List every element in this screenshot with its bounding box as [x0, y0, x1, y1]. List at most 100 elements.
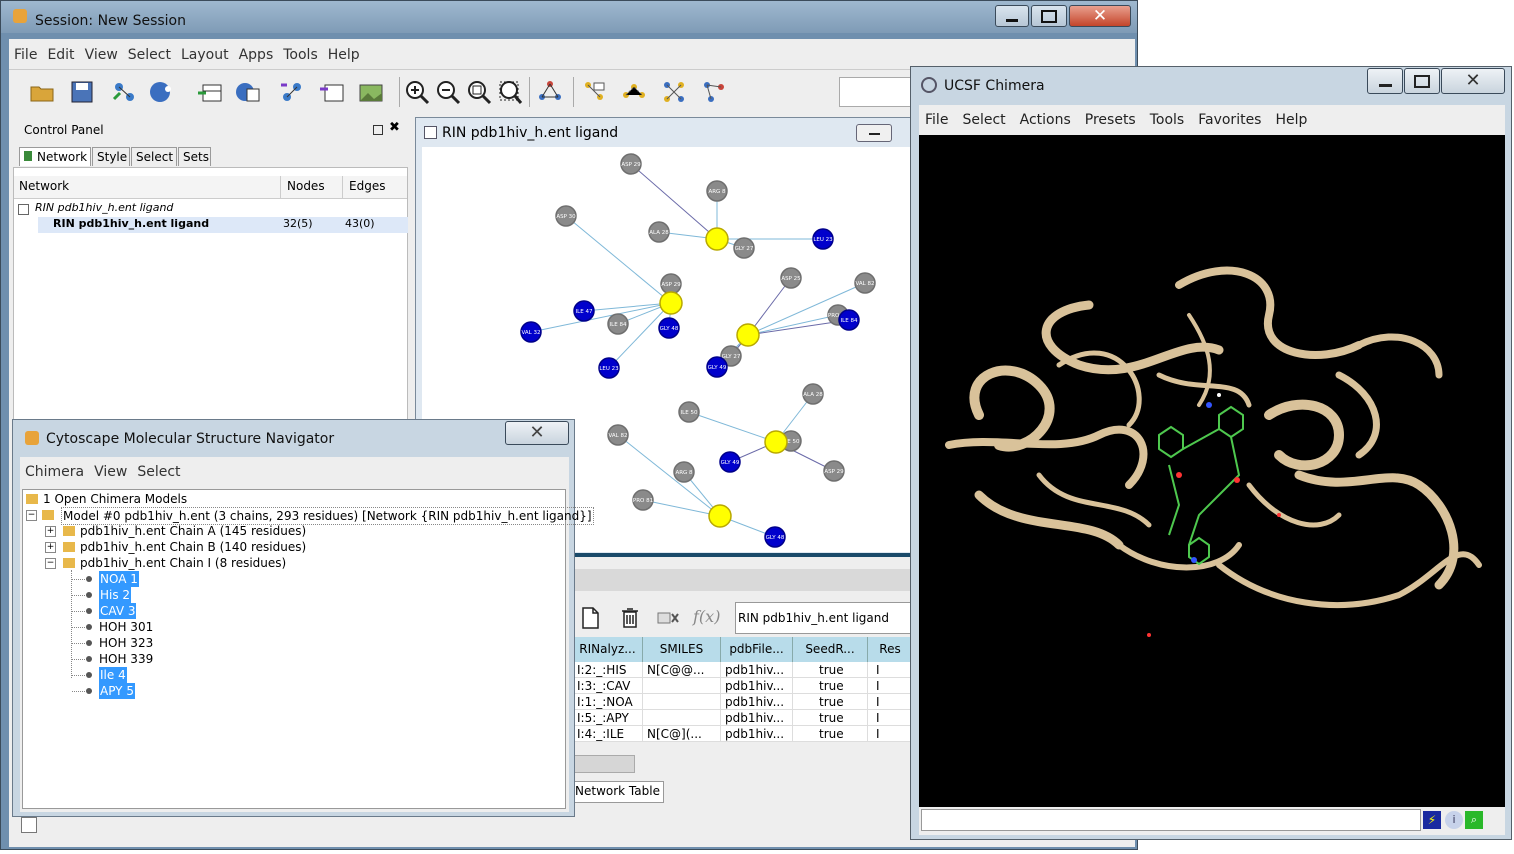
table-row[interactable]: I:4:_:ILE N[C@](... pdb1hiv... true I: [573, 726, 913, 742]
network-node-gray[interactable]: ARG 8: [706, 180, 728, 202]
tree-residue[interactable]: HOH 339: [99, 652, 154, 666]
export-table-icon[interactable]: [319, 79, 345, 105]
network-layout-icon[interactable]: [537, 79, 563, 105]
parent-network-label[interactable]: RIN pdb1hiv_h.ent ligand: [35, 201, 174, 214]
import-table-web-icon[interactable]: [235, 79, 261, 105]
tree-root[interactable]: 1 Open Chimera Models: [43, 492, 188, 506]
network-node-gray[interactable]: PRO 81: [632, 489, 654, 511]
menu-file[interactable]: File: [925, 112, 949, 128]
menu-actions[interactable]: Actions: [1019, 112, 1071, 128]
menu-tools[interactable]: Tools: [1149, 112, 1185, 128]
menu-apps[interactable]: Apps: [238, 47, 274, 63]
import-table-icon[interactable]: [197, 79, 223, 105]
network-node-circle[interactable]: [802, 383, 824, 405]
network-node-circle[interactable]: [658, 317, 680, 339]
delete-column-icon[interactable]: [657, 610, 681, 626]
menu-help[interactable]: Help: [327, 47, 360, 63]
table-row[interactable]: I:3:_:CAV pdb1hiv... true I: [573, 678, 913, 694]
lightning-icon[interactable]: ⚡: [1423, 811, 1441, 829]
network-node-circle[interactable]: [706, 356, 728, 378]
network-node-circle[interactable]: [520, 321, 542, 343]
chimera-command-line[interactable]: [921, 809, 1421, 831]
network-edge[interactable]: [530, 302, 672, 333]
network-node-gray[interactable]: ALA 28: [802, 383, 824, 405]
menu-tools[interactable]: Tools: [283, 47, 318, 63]
zoom-out-icon[interactable]: [435, 79, 461, 105]
table-header-rinalyzer[interactable]: RINalyz...: [573, 637, 643, 662]
menu-view[interactable]: View: [84, 47, 118, 63]
trash-icon[interactable]: [619, 606, 641, 630]
network-node-circle[interactable]: [736, 323, 760, 347]
network-node-circle[interactable]: [764, 430, 788, 454]
network-node-circle[interactable]: [733, 237, 755, 259]
tab-network[interactable]: Network: [19, 147, 91, 166]
expand-icon[interactable]: +: [45, 542, 56, 553]
collapse-icon[interactable]: −: [45, 558, 56, 569]
tab-sets[interactable]: Sets: [178, 147, 211, 166]
tab-style[interactable]: Style: [92, 147, 130, 166]
chimera-maximize-button[interactable]: [1404, 68, 1440, 94]
network-node-circle[interactable]: [607, 313, 629, 335]
network-node-gray[interactable]: ARG 8: [673, 461, 695, 483]
network-node-circle[interactable]: [632, 489, 654, 511]
network-node-yellow[interactable]: [705, 227, 729, 251]
child-network-row[interactable]: RIN pdb1hiv_h.ent ligand 32(5) 43(0): [38, 217, 408, 233]
hide-selected-icon[interactable]: [621, 79, 647, 105]
network-node-circle[interactable]: [607, 424, 629, 446]
tree-chain-i[interactable]: pdb1hiv_h.ent Chain I (8 residues): [80, 556, 287, 570]
network-node-circle[interactable]: [764, 526, 786, 548]
network-node-gray[interactable]: ALA 28: [648, 221, 670, 243]
network-node-gray[interactable]: ILE 84: [607, 313, 629, 335]
network-node-circle[interactable]: [854, 272, 876, 294]
network-node-circle[interactable]: [720, 345, 742, 367]
network-node-blue[interactable]: GLY 49: [719, 451, 741, 473]
search-box[interactable]: [839, 77, 919, 107]
menu-favorites[interactable]: Favorites: [1198, 112, 1262, 128]
float-panel-icon[interactable]: [373, 125, 383, 135]
tree-residue[interactable]: Ile 4: [99, 667, 127, 683]
network-node-gray[interactable]: ASP 29: [620, 153, 642, 175]
tree-chain-b[interactable]: pdb1hiv_h.ent Chain B (140 residues): [80, 540, 307, 554]
zoom-in-icon[interactable]: [404, 79, 430, 105]
cytoscape-titlebar[interactable]: Session: New Session ✕: [1, 1, 1137, 33]
network-node-gray[interactable]: VAL 82: [607, 424, 629, 446]
tree-residue[interactable]: CAV 3: [99, 603, 137, 619]
network-node-yellow[interactable]: [708, 504, 732, 528]
network-node-blue[interactable]: VAL 32: [520, 321, 542, 343]
minimize-button[interactable]: [995, 5, 1029, 27]
network-node-blue[interactable]: GLY 48: [764, 526, 786, 548]
table-row[interactable]: I:2:_:HIS N[C@@... pdb1hiv... true I: [573, 662, 913, 678]
tree-residue[interactable]: His 2: [99, 587, 132, 603]
export-image-icon[interactable]: [357, 79, 383, 105]
save-icon[interactable]: [69, 79, 95, 105]
network-node-blue[interactable]: ILE 47: [573, 300, 595, 322]
col-network[interactable]: Network: [19, 179, 70, 193]
tree-chain-a[interactable]: pdb1hiv_h.ent Chain A (145 residues): [80, 524, 307, 538]
network-node-gray[interactable]: GLY 27: [720, 345, 742, 367]
network-edge[interactable]: [747, 282, 866, 336]
network-node-circle[interactable]: [555, 205, 577, 227]
network-edge[interactable]: [583, 302, 672, 312]
menu-edit[interactable]: Edit: [47, 47, 75, 63]
network-edge[interactable]: [608, 302, 672, 369]
zoom-fit-icon[interactable]: [466, 79, 492, 105]
network-edge[interactable]: [617, 434, 721, 517]
network-node-circle[interactable]: [673, 461, 695, 483]
chimera-close-button[interactable]: ✕: [1441, 68, 1505, 94]
molecule-viewport[interactable]: [919, 135, 1505, 807]
table-header-res[interactable]: Res: [868, 637, 913, 662]
menu-file[interactable]: File: [14, 47, 38, 63]
close-panel-icon[interactable]: ✖: [389, 120, 400, 135]
network-node-circle[interactable]: [838, 309, 860, 331]
expand-icon[interactable]: +: [45, 526, 56, 537]
chimera-minimize-button[interactable]: [1367, 68, 1403, 94]
show-all-icon[interactable]: [661, 79, 687, 105]
network-node-circle[interactable]: [620, 153, 642, 175]
network-node-circle[interactable]: [780, 267, 802, 289]
open-folder-icon[interactable]: [29, 79, 55, 105]
network-node-circle[interactable]: [573, 300, 595, 322]
network-node-blue[interactable]: GLY 48: [658, 317, 680, 339]
navigator-close-button[interactable]: ✕: [505, 421, 569, 445]
network-edge[interactable]: [565, 215, 672, 304]
network-node-circle[interactable]: [659, 291, 683, 315]
